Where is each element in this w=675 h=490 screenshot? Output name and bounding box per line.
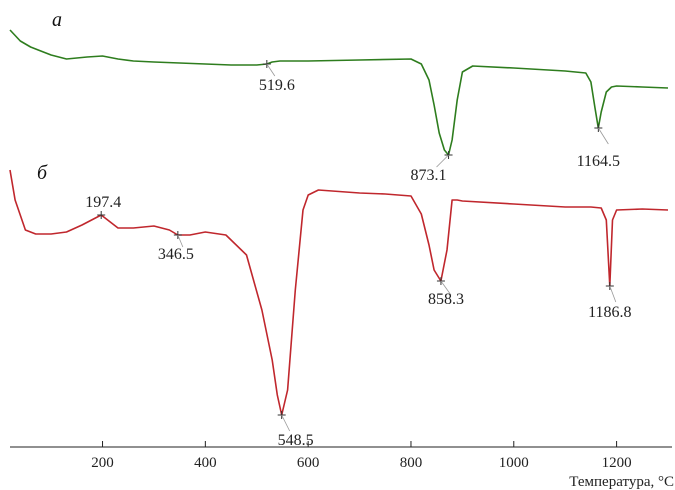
peak-label: 197.4 [85,194,121,211]
x-tick-label: 1000 [499,455,529,471]
series-b-curve [9,169,669,416]
peak-marker [436,151,453,168]
x-axis: 200 400 600 800 1000 1200 [10,441,672,471]
peak-label: 548.5 [278,432,314,449]
peak-marker [277,411,291,432]
series-a-curve [9,29,669,156]
peak-marker [436,277,452,296]
panel-label-a: а [52,9,62,31]
x-tick-label: 600 [297,455,320,471]
x-tick-label: 200 [91,455,114,471]
panel-label-b: б [37,162,48,184]
peak-label: 346.5 [158,246,194,263]
peak-marker [594,124,609,145]
peak-marker [605,282,617,303]
x-tick-label: 400 [194,455,217,471]
x-tick-label: 1200 [602,455,632,471]
x-tick-label: 800 [400,455,423,471]
peak-label: 1186.8 [588,304,631,321]
markers-group: 519.6 873.1 1164.5 197.4 346.5 548.5 858.3 1186… [85,60,632,449]
peak-marker [97,211,106,219]
peak-marker [173,231,184,248]
peak-marker [262,60,276,77]
x-axis-label: Температура, °C [569,474,674,490]
peak-label: 1164.5 [577,153,620,170]
curves-group [9,29,669,416]
peak-label: 858.3 [428,291,464,308]
peak-label: 873.1 [411,167,447,184]
peak-label: 519.6 [259,77,295,94]
